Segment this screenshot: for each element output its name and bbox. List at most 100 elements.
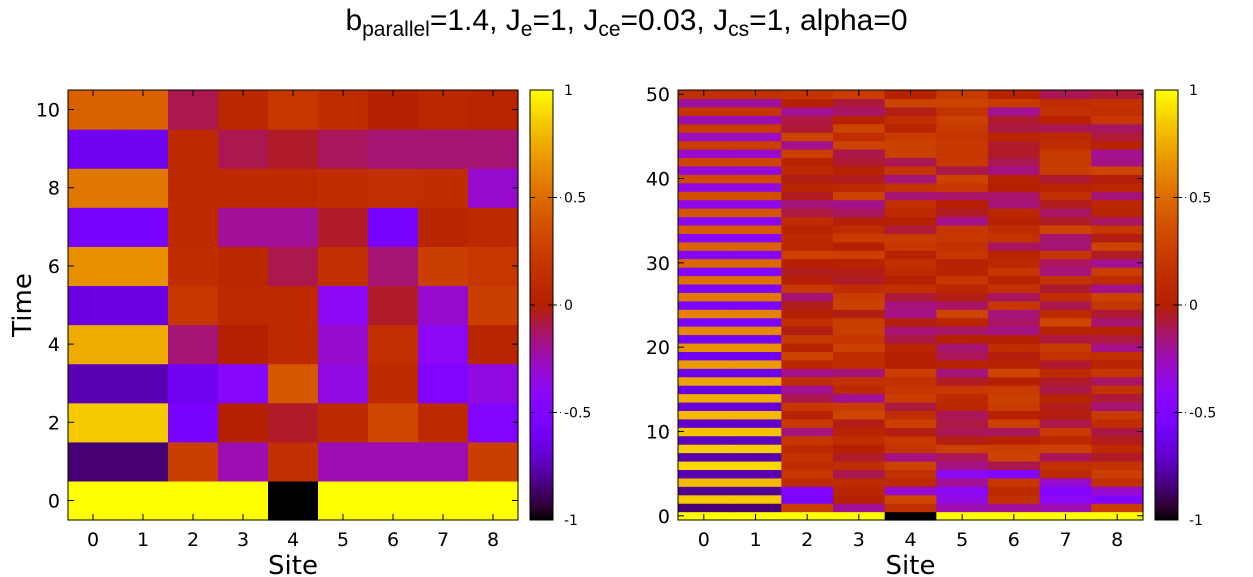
heatmap-cell: [936, 241, 989, 251]
heatmap-cell: [1091, 401, 1144, 411]
heatmap-cell: [988, 393, 1041, 403]
heatmap-cell: [884, 149, 937, 159]
heatmap-cell: [781, 309, 834, 319]
heatmap-cell: [729, 477, 782, 487]
heatmap-cell: [988, 342, 1041, 352]
heatmap-cell: [368, 285, 419, 326]
heatmap-cell: [418, 90, 469, 130]
heatmap-cell: [729, 427, 782, 437]
heatmap-cell: [218, 402, 269, 443]
heatmap-cell: [118, 129, 169, 169]
heatmap-cell: [1091, 216, 1144, 226]
heatmap-cell: [884, 469, 937, 479]
heatmap-cell: [318, 129, 369, 169]
heatmap-cell: [678, 174, 731, 184]
heatmap-cell: [833, 267, 886, 277]
heatmap-cell: [318, 90, 369, 130]
x-tick-label: 6: [387, 529, 399, 551]
heatmap-cell: [936, 258, 989, 268]
heatmap-cell: [729, 503, 782, 513]
heatmap-cell: [1091, 300, 1144, 310]
heatmap-cell: [168, 363, 219, 404]
y-tick-label: 20: [646, 337, 670, 359]
heatmap-cell: [884, 444, 937, 454]
heatmap-cell: [678, 486, 731, 496]
heatmap-cell: [118, 402, 169, 443]
heatmap-cell: [1091, 452, 1144, 462]
heatmap-cell: [729, 393, 782, 403]
heatmap-cell: [936, 149, 989, 159]
heatmap-cell: [781, 149, 834, 159]
heatmap-cell: [988, 292, 1041, 302]
heatmap-cell: [936, 435, 989, 445]
heatmap-cell: [678, 334, 731, 344]
heatmap-cell: [729, 98, 782, 108]
colorbar-tick-label: -0.5: [1189, 406, 1216, 422]
heatmap-cell: [781, 250, 834, 260]
title-b: b: [345, 4, 363, 37]
heatmap-cell: [1039, 401, 1092, 411]
heatmap-cell: [1039, 393, 1092, 403]
y-tick-label: 8: [48, 178, 60, 200]
heatmap-cell: [936, 486, 989, 496]
heatmap-cell: [833, 376, 886, 386]
heatmap-cell: [884, 216, 937, 226]
heatmap-cell: [678, 368, 731, 378]
heatmap-cell: [1039, 106, 1092, 116]
heatmap-cell: [1039, 494, 1092, 504]
heatmap-cell: [781, 351, 834, 361]
heatmap-cell: [936, 503, 989, 513]
heatmap-cell: [1039, 342, 1092, 352]
heatmap-cell: [218, 168, 269, 208]
heatmap-cell: [368, 324, 419, 365]
heatmap-cell: [936, 283, 989, 293]
heatmap-cell: [936, 418, 989, 428]
x-axis-label: Site: [268, 551, 318, 577]
x-tick-label: 8: [1111, 529, 1123, 551]
heatmap-cell: [833, 123, 886, 133]
heatmap-panel-0: 0 1 2 3 4 5 6 7 8 0 2 4 6 8 10 Site Time 1 0.5 0 -0.5 -1: [8, 83, 591, 577]
heatmap-cell: [884, 477, 937, 487]
heatmap-cell: [781, 401, 834, 411]
heatmap-cell: [781, 460, 834, 471]
heatmap-cell: [833, 283, 886, 293]
x-tick-label: 1: [749, 529, 761, 551]
heatmap-cell: [1039, 182, 1092, 192]
heatmap-cell: [1091, 486, 1144, 496]
heatmap-cell: [678, 427, 731, 437]
heatmap-cell: [988, 469, 1041, 479]
heatmap-cell: [833, 317, 886, 327]
heatmap-cell: [884, 233, 937, 243]
heatmap-cell: [678, 503, 731, 513]
heatmap-cell: [678, 191, 731, 201]
heatmap-cell: [884, 410, 937, 420]
heatmap-cell: [218, 480, 269, 521]
heatmap-cell: [884, 292, 937, 302]
heatmap-cell: [884, 182, 937, 192]
heatmap-cell: [729, 376, 782, 386]
heatmap-cell: [1039, 469, 1092, 479]
heatmap-cell: [884, 106, 937, 116]
heatmap-cell: [1039, 208, 1092, 218]
heatmap-cell: [884, 165, 937, 175]
heatmap-cell: [468, 480, 519, 521]
heatmap-cell: [678, 132, 731, 142]
heatmap-cell: [884, 309, 937, 319]
heatmap-cell: [468, 207, 519, 247]
heatmap-cell: [781, 132, 834, 142]
heatmap-cell: [781, 224, 834, 234]
heatmap-cell: [729, 460, 782, 471]
heatmap-cell: [833, 300, 886, 310]
heatmap-cell: [988, 385, 1041, 395]
title-je-value: =1, J: [532, 4, 599, 37]
heatmap-cell: [988, 503, 1041, 513]
heatmap-cell: [833, 359, 886, 369]
heatmap-cell: [1039, 300, 1092, 310]
heatmap-cell: [988, 157, 1041, 167]
heatmap-cell: [678, 106, 731, 116]
heatmap-cell: [936, 106, 989, 116]
heatmap-cell: [884, 300, 937, 310]
heatmap-cell: [781, 216, 834, 226]
heatmap-cell: [936, 132, 989, 142]
